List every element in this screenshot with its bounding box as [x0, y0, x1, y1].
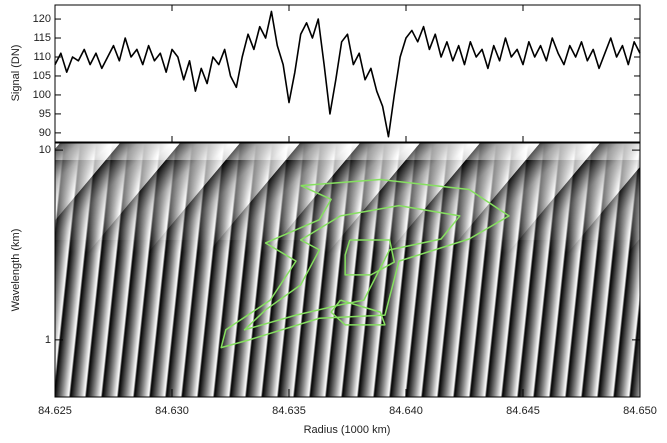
signal-line [54, 10, 641, 138]
y-tick-label: 95 [39, 108, 51, 120]
x-tick-label: 84.645 [506, 405, 540, 417]
x-tick-label: 84.625 [38, 405, 72, 417]
y-tick-label: 90 [39, 127, 51, 139]
y-axis-title: Signal (DN) [10, 45, 22, 102]
x-tick-label: 84.635 [272, 405, 306, 417]
contour-line [344, 239, 396, 276]
bottom-frame [54, 142, 641, 398]
y-axis-title: Wavelength (km) [10, 229, 22, 312]
y-tick-label: 115 [33, 32, 51, 44]
phase-image [55, 143, 640, 397]
y-tick-label: 110 [33, 51, 51, 63]
contour-line [330, 299, 386, 326]
y-tick-label: 100 [33, 89, 51, 101]
y-tick-label: 120 [33, 13, 51, 25]
y-tick-label: 10 [39, 144, 51, 156]
y-tick-label: 1 [45, 334, 51, 346]
x-tick-label: 84.650 [623, 405, 657, 417]
contour-line [220, 178, 510, 349]
x-axis-title: Radius (1000 km) [304, 424, 391, 436]
top-frame [54, 4, 641, 143]
x-tick-label: 84.640 [389, 405, 423, 417]
contour-line [243, 204, 461, 331]
x-tick-label: 84.630 [155, 405, 189, 417]
y-tick-label: 105 [33, 70, 51, 82]
